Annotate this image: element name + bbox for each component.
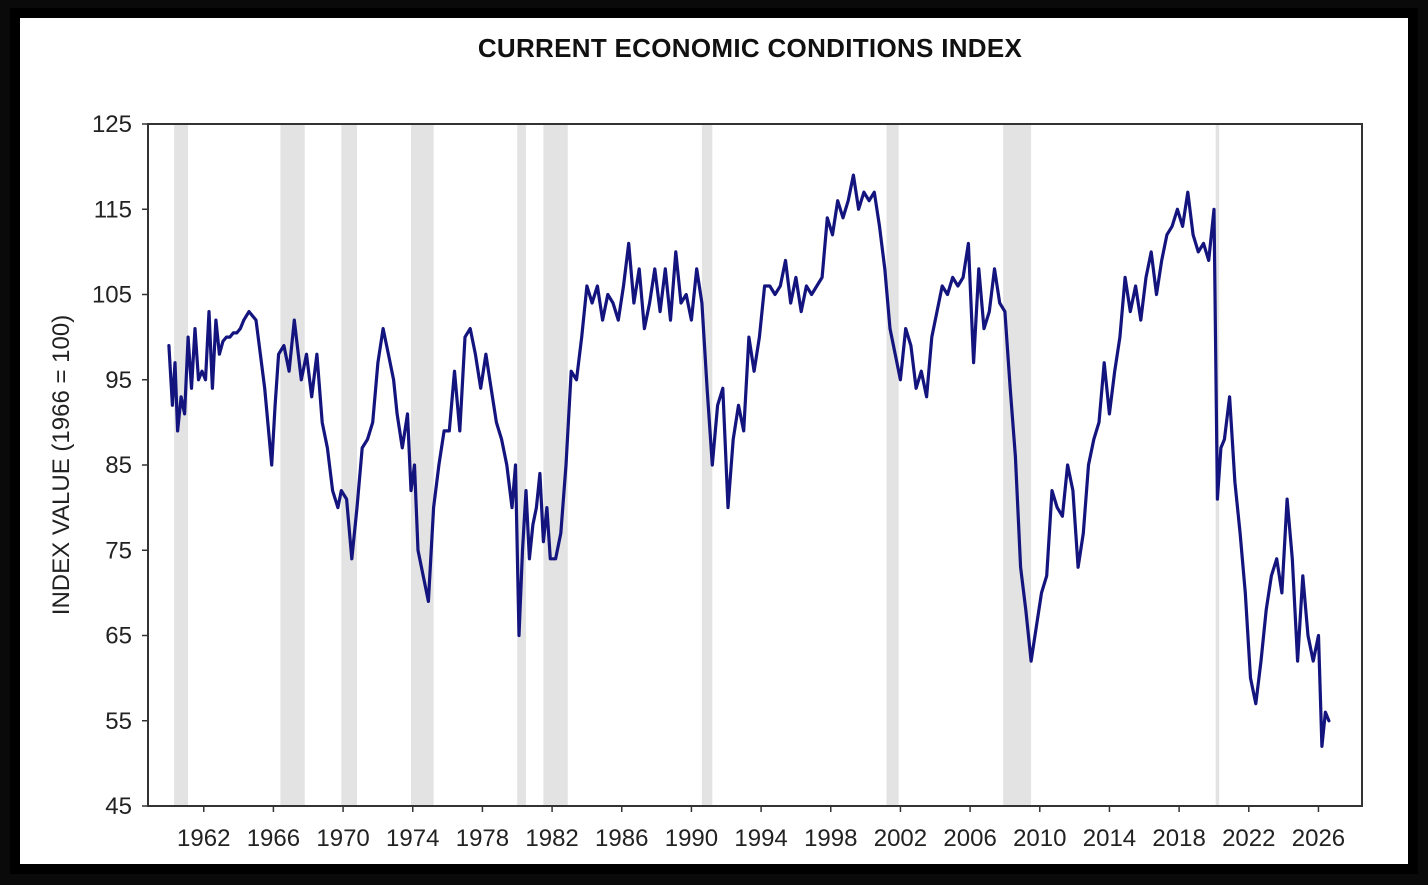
- y-tick-label: 45: [105, 793, 132, 820]
- recession-band: [886, 124, 899, 806]
- recession-band: [701, 124, 713, 806]
- recession-band: [517, 124, 526, 806]
- x-tick-label: 1978: [456, 825, 509, 852]
- x-tick-label: 2002: [874, 825, 927, 852]
- x-axis-ticks: 1962 1966 1970 1974 1978 1982 1986 1990 1994 1998…: [177, 806, 1345, 852]
- y-tick-label: 65: [105, 623, 132, 650]
- x-tick-label: 1974: [386, 825, 439, 852]
- recession-band: [280, 124, 305, 806]
- x-tick-label: 2022: [1222, 825, 1275, 852]
- recession-band: [543, 124, 568, 806]
- y-tick-label: 55: [105, 708, 132, 735]
- y-axis-ticks: 45 55 65 75 85 95 105 115 125: [92, 111, 148, 820]
- x-tick-label: 1990: [665, 825, 718, 852]
- x-tick-label: 1966: [247, 825, 300, 852]
- x-tick-label: 2018: [1152, 825, 1205, 852]
- x-tick-label: 1986: [595, 825, 648, 852]
- recession-band: [341, 124, 358, 806]
- chart-title: CURRENT ECONOMIC CONDITIONS INDEX: [477, 33, 1023, 63]
- y-tick-label: 75: [105, 537, 132, 564]
- x-tick-label: 1962: [177, 825, 230, 852]
- y-tick-label: 125: [92, 111, 132, 138]
- x-tick-label: 1994: [734, 825, 787, 852]
- y-tick-label: 115: [94, 196, 132, 223]
- x-tick-label: 1982: [525, 825, 578, 852]
- x-tick-label: 1970: [316, 825, 369, 852]
- recession-band: [411, 124, 434, 806]
- x-tick-label: 2026: [1292, 825, 1345, 852]
- recession-band: [174, 124, 189, 806]
- y-tick-label: 85: [105, 452, 132, 479]
- plot-border: [147, 123, 1363, 807]
- y-tick-label: 95: [105, 367, 132, 394]
- x-tick-label: 2010: [1013, 825, 1066, 852]
- series-line: [167, 173, 1331, 748]
- x-tick-label: 2006: [943, 825, 996, 852]
- recession-bands: [174, 124, 1220, 806]
- x-tick-label: 1998: [804, 825, 857, 852]
- x-tick-label: 2014: [1083, 825, 1136, 852]
- y-tick-label: 105: [92, 282, 132, 309]
- series-layer: [167, 173, 1331, 748]
